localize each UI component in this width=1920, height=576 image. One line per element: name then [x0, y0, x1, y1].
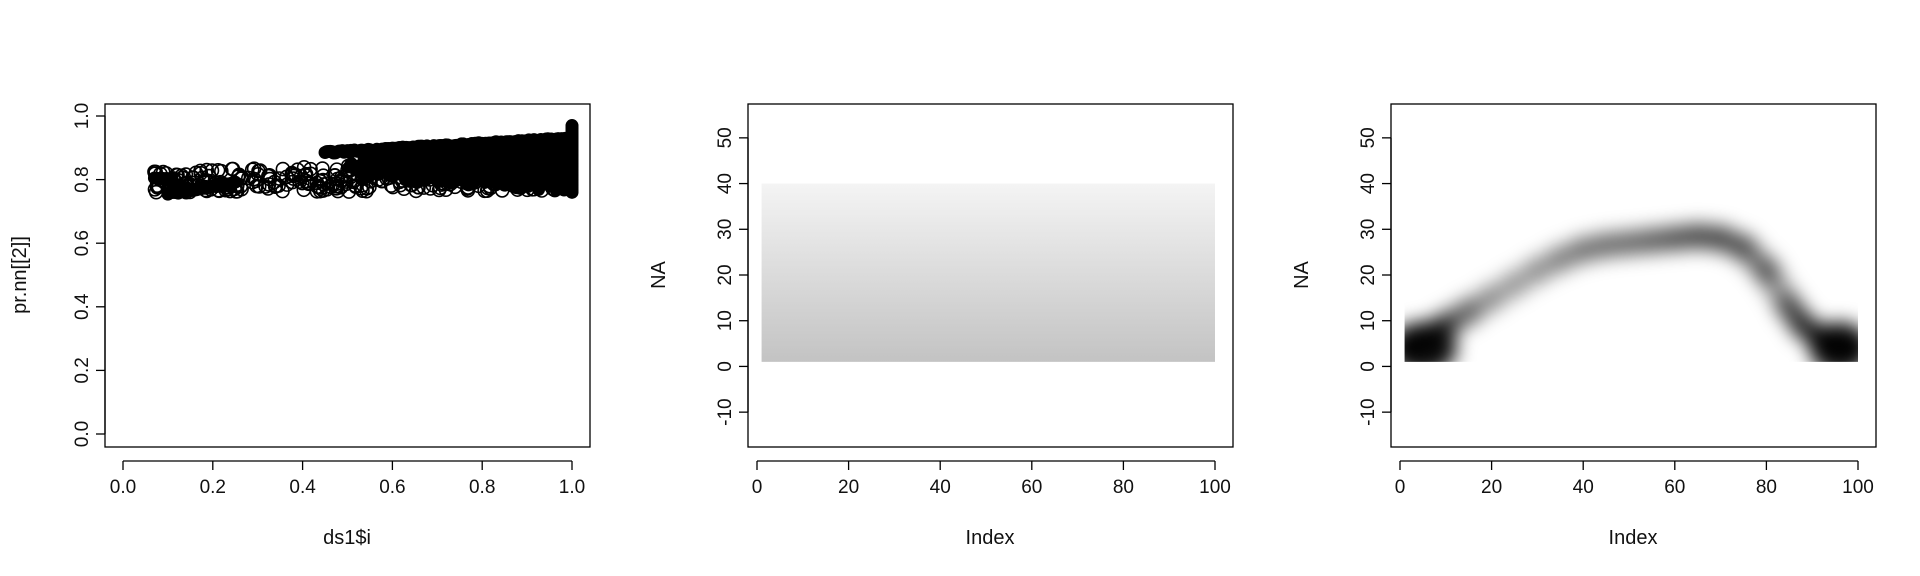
- x-tick-label: 0.2: [200, 477, 226, 498]
- point-open: [329, 176, 344, 191]
- point-open: [249, 178, 264, 194]
- x-tick-label: 0.8: [469, 477, 495, 498]
- point-filled: [542, 166, 556, 180]
- y-tick-label: 10: [715, 310, 736, 331]
- point-filled: [465, 173, 479, 187]
- point-filled: [487, 155, 501, 169]
- x-tick-label: 40: [930, 477, 951, 498]
- point-open: [341, 184, 357, 199]
- y-tick-label: 1.0: [72, 103, 93, 129]
- x-tick-label: 0.4: [289, 477, 316, 498]
- point-filled: [362, 170, 376, 184]
- y-tick-label: 30: [1358, 219, 1379, 240]
- panel-3-heatmap: 0 20 40 60 80 100 -10 0 10 20 30 40 50 Index NA: [1291, 103, 1877, 549]
- y-tick-label: 40: [1358, 173, 1379, 194]
- y-tick-label: -10: [715, 398, 736, 425]
- panel-1-scatter: 0.0 0.2 0.4 0.6 0.8 1.0 0.0 0.2 0.4 0.6 0.8 1.0 ds…: [9, 103, 591, 549]
- panel-2-y-axis: -10 0 10 20 30 40 50: [715, 127, 749, 426]
- panel-1-xlabel: ds1$i: [323, 527, 371, 549]
- point-filled: [421, 170, 435, 184]
- y-tick-label: 0.0: [72, 421, 93, 447]
- panel-1-points: [147, 119, 579, 201]
- point-filled: [351, 163, 365, 177]
- point-open: [295, 175, 310, 191]
- panel-2-x-axis: 0 20 40 60 80 100: [752, 460, 1231, 498]
- y-tick-label: 0.6: [72, 230, 93, 256]
- panel-3-x-axis: 0 20 40 60 80 100: [1395, 460, 1874, 498]
- y-tick-label: 50: [1358, 127, 1379, 148]
- panel-3-y-axis: -10 0 10 20 30 40 50: [1358, 127, 1392, 426]
- panel-2-heatmap: 0 20 40 60 80 100 -10 0 10 20 30 40 50 Index NA: [648, 103, 1234, 549]
- x-tick-label: 0: [752, 477, 763, 498]
- point-filled: [228, 175, 242, 189]
- point-open: [310, 179, 325, 195]
- panel-3-ylabel: NA: [1291, 260, 1313, 288]
- point-filled: [440, 155, 454, 169]
- density-blob-right: [1809, 322, 1858, 362]
- point-filled: [565, 119, 579, 133]
- point-filled: [165, 173, 179, 187]
- point-filled: [517, 165, 531, 179]
- y-tick-label: 30: [715, 219, 736, 240]
- x-tick-label: 20: [838, 477, 859, 498]
- point-open: [298, 166, 314, 182]
- point-filled: [399, 173, 413, 187]
- y-tick-label: 0.8: [72, 166, 93, 192]
- y-tick-label: 0: [715, 361, 736, 372]
- panel-3-plot-box: [1390, 103, 1877, 448]
- point-filled: [417, 154, 431, 168]
- point-open: [247, 171, 262, 187]
- point-filled: [552, 149, 566, 163]
- panel-2-xlabel: Index: [966, 527, 1015, 549]
- x-tick-label: 60: [1664, 477, 1685, 498]
- y-tick-label: -10: [1358, 398, 1379, 425]
- x-tick-label: 100: [1842, 477, 1874, 498]
- panel-3-density: [1404, 223, 1858, 362]
- x-tick-label: 1.0: [559, 477, 585, 498]
- y-tick-label: 10: [1358, 310, 1379, 331]
- x-tick-label: 100: [1199, 477, 1231, 498]
- x-tick-label: 60: [1021, 477, 1042, 498]
- point-open: [309, 184, 325, 199]
- y-tick-label: 40: [715, 173, 736, 194]
- y-tick-label: 0.4: [72, 293, 93, 320]
- x-tick-label: 20: [1481, 477, 1502, 498]
- x-tick-label: 0.6: [379, 477, 405, 498]
- panel-1-y-axis: 0.0 0.2 0.4 0.6 0.8 1.0: [72, 103, 106, 447]
- point-open: [301, 176, 317, 192]
- y-tick-label: 20: [715, 264, 736, 285]
- panel-2-raster: [761, 183, 1215, 362]
- panel-1-ylabel: pr.nn[[2]]: [9, 236, 31, 314]
- point-filled: [465, 156, 479, 170]
- x-tick-label: 80: [1756, 477, 1777, 498]
- point-open: [296, 160, 312, 175]
- panel-1-x-axis: 0.0 0.2 0.4 0.6 0.8 1.0: [110, 460, 585, 498]
- point-open: [199, 162, 215, 178]
- point-open: [262, 168, 278, 183]
- x-tick-label: 80: [1113, 477, 1134, 498]
- y-tick-label: 20: [1358, 264, 1379, 285]
- y-tick-label: 50: [715, 127, 736, 148]
- x-tick-label: 0.0: [110, 477, 136, 498]
- point-open: [359, 183, 374, 199]
- point-filled: [410, 176, 424, 190]
- point-open: [224, 161, 240, 177]
- density-band: [1404, 223, 1858, 362]
- point-filled: [404, 152, 418, 166]
- panel-2-ylabel: NA: [648, 260, 670, 288]
- point-open: [279, 169, 294, 185]
- point-filled: [386, 157, 400, 171]
- point-open: [246, 161, 262, 177]
- x-tick-label: 40: [1573, 477, 1594, 498]
- y-tick-label: 0: [1358, 361, 1379, 372]
- density-blob-left: [1404, 322, 1457, 362]
- panel-3-xlabel: Index: [1609, 527, 1658, 549]
- point-filled: [510, 146, 524, 160]
- x-tick-label: 0: [1395, 477, 1406, 498]
- y-tick-label: 0.2: [72, 357, 93, 383]
